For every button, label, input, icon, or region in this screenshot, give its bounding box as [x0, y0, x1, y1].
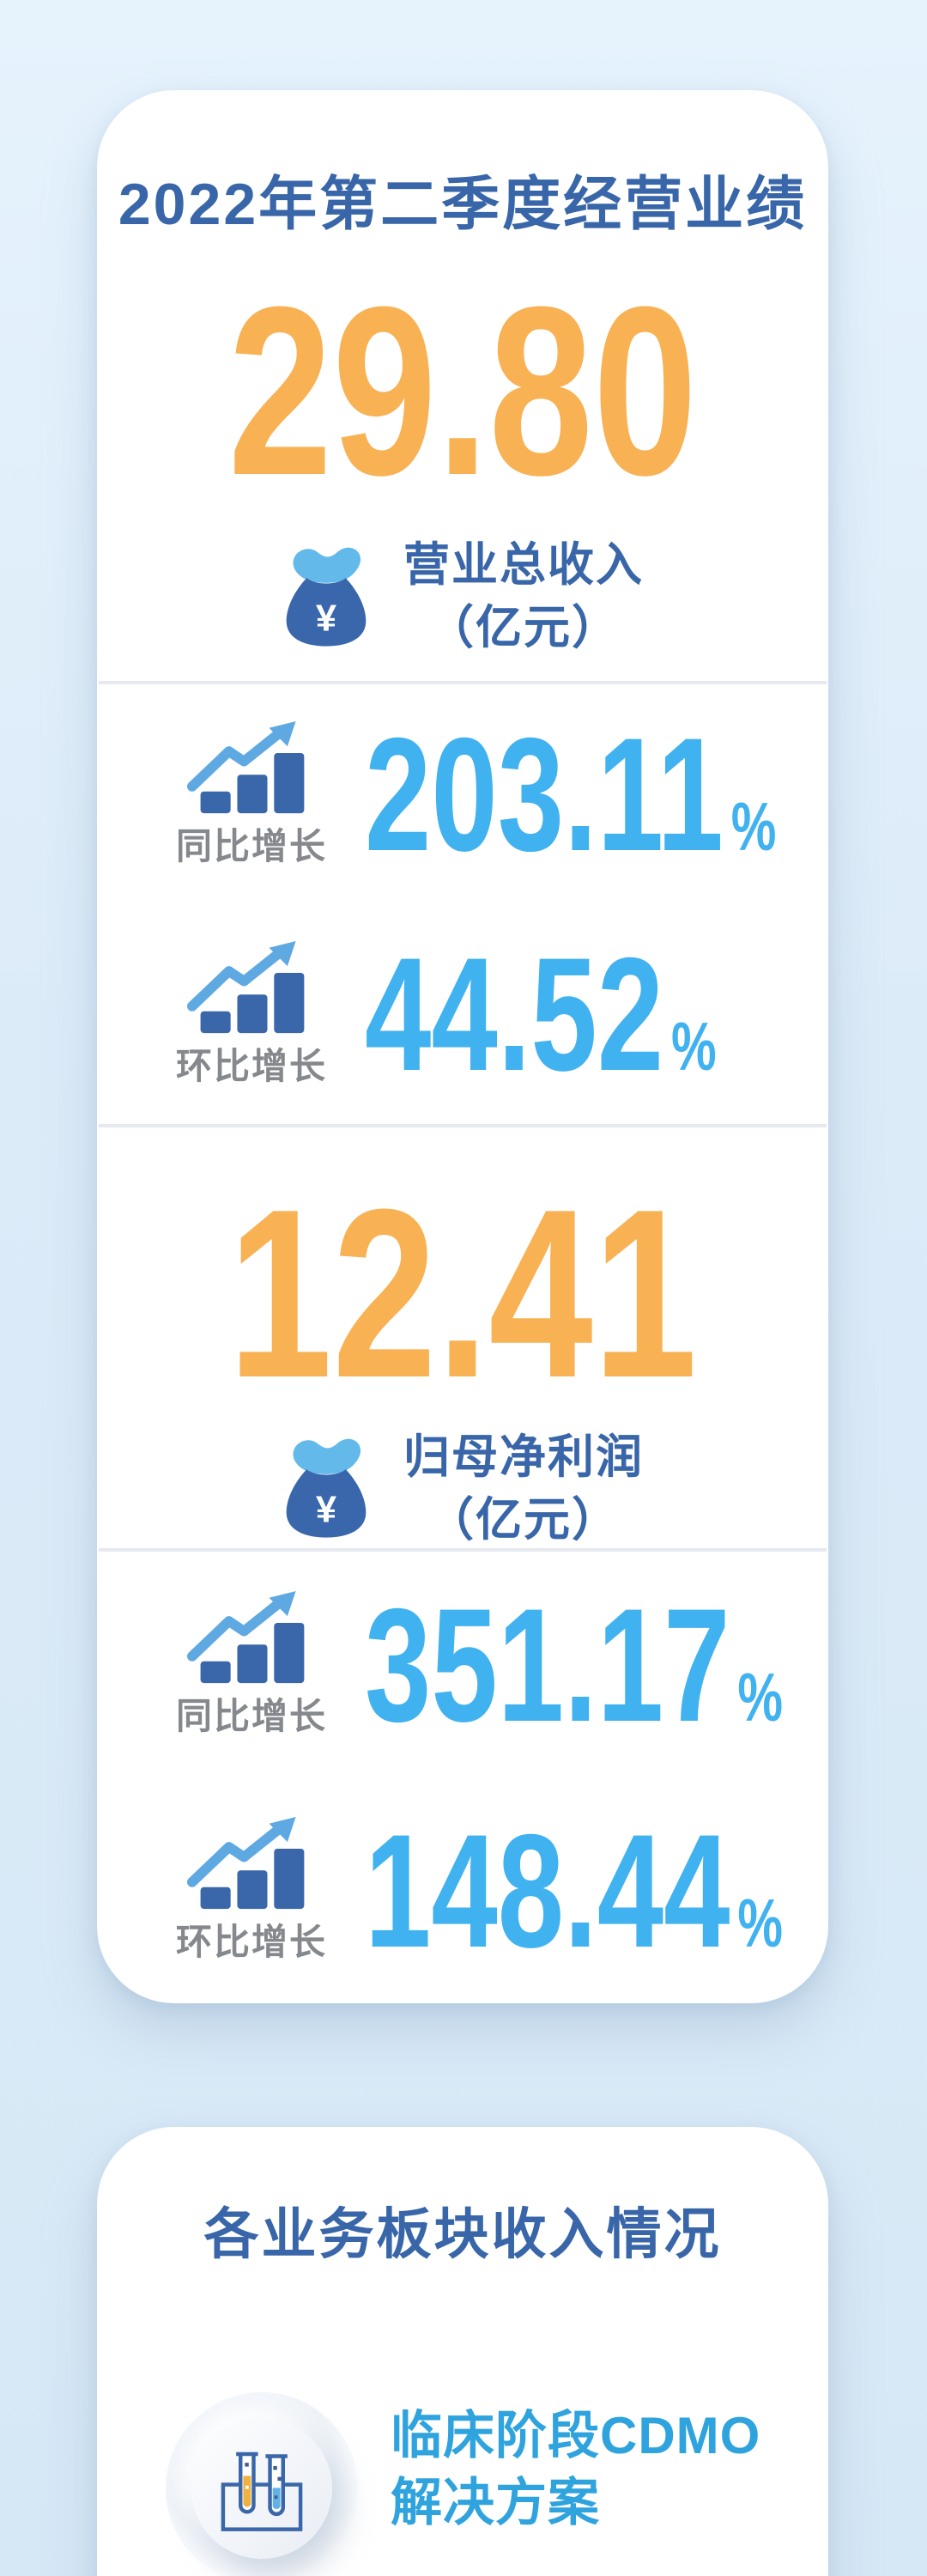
percent-sign: %: [737, 1884, 784, 1961]
profit-label: 归母净利润 （亿元）: [403, 1431, 644, 1546]
business-segments-card: 各业务板块收入情况: [97, 2127, 828, 2576]
qoq-revenue-growth-row: 环比增长 44.52 %: [97, 904, 828, 1124]
yoy-profit-growth-row: 同比增长 351.17 %: [97, 1552, 828, 1777]
growth-chart-icon-block: 同比增长: [176, 720, 327, 870]
percent-sign: %: [671, 1008, 717, 1084]
growth-value: 203.11: [365, 704, 724, 884]
quarterly-results-card: 2022年第二季度经营业绩 29.80 ¥ 营业总收入 （亿元）: [97, 90, 828, 2003]
revenue-section: 2022年第二季度经营业绩 29.80 ¥ 营业总收入 （亿元）: [97, 90, 828, 681]
money-bag-icon: ¥: [282, 538, 371, 656]
growth-value: 148.44: [365, 1800, 730, 1981]
growth-value-wrap: 148.44 %: [365, 1810, 783, 1971]
yoy-revenue-growth-row: 同比增长 203.11 %: [97, 684, 828, 904]
revenue-caption-row: ¥ 营业总收入 （亿元）: [97, 534, 828, 659]
profit-section: 12.41 ¥ 归母净利润 （亿元）: [97, 1127, 828, 1548]
growth-label: 同比增长: [176, 825, 328, 866]
revenue-growth-section: 同比增长 203.11 % 环比增长: [97, 684, 828, 1124]
segment-name: 临床阶段CDMO 解决方案: [391, 2407, 761, 2532]
page-title: 2022年第二季度经营业绩: [118, 172, 808, 237]
growth-chart-icon-block: 环比增长: [176, 1815, 327, 1965]
money-bag-icon: ¥: [282, 1430, 371, 1547]
profit-growth-section: 同比增长 351.17 % 环比增长: [97, 1552, 828, 2003]
section-divider: [99, 681, 827, 684]
test-tubes-icon: [221, 2451, 303, 2532]
revenue-label: 营业总收入 （亿元）: [403, 539, 644, 654]
profit-value: 12.41: [227, 1160, 698, 1428]
rising-bar-chart-icon: [187, 940, 305, 1033]
rising-bar-chart-icon: [187, 1816, 305, 1910]
growth-value-wrap: 203.11 %: [365, 714, 776, 875]
growth-value: 351.17: [365, 1574, 730, 1755]
percent-sign: %: [737, 1658, 784, 1735]
growth-value: 44.52: [365, 924, 664, 1104]
yuan-symbol: ¥: [316, 1490, 336, 1531]
growth-value-wrap: 351.17 %: [365, 1584, 783, 1746]
qoq-profit-growth-row: 环比增长 148.44 %: [97, 1777, 828, 2003]
growth-label: 环比增长: [176, 1045, 328, 1086]
section-divider: [99, 1124, 827, 1127]
growth-chart-icon-block: 环比增长: [176, 939, 327, 1090]
profit-caption-row: ¥ 归母净利润 （亿元）: [97, 1426, 828, 1552]
growth-label: 同比增长: [176, 1696, 328, 1736]
percent-sign: %: [730, 788, 777, 865]
growth-value-wrap: 44.52 %: [365, 933, 717, 1095]
segment-row-cdmo: 临床阶段CDMO 解决方案: [97, 2263, 828, 2576]
growth-chart-icon-block: 同比增长: [176, 1589, 327, 1740]
revenue-value: 29.80: [227, 258, 698, 526]
segments-title: 各业务板块收入情况: [203, 2203, 722, 2265]
growth-label: 环比增长: [176, 1922, 328, 1962]
segment-icon-circle: [191, 2418, 332, 2560]
section-divider: [99, 1548, 827, 1552]
yuan-symbol: ¥: [316, 598, 336, 639]
rising-bar-chart-icon: [187, 1590, 305, 1684]
rising-bar-chart-icon: [187, 720, 305, 813]
